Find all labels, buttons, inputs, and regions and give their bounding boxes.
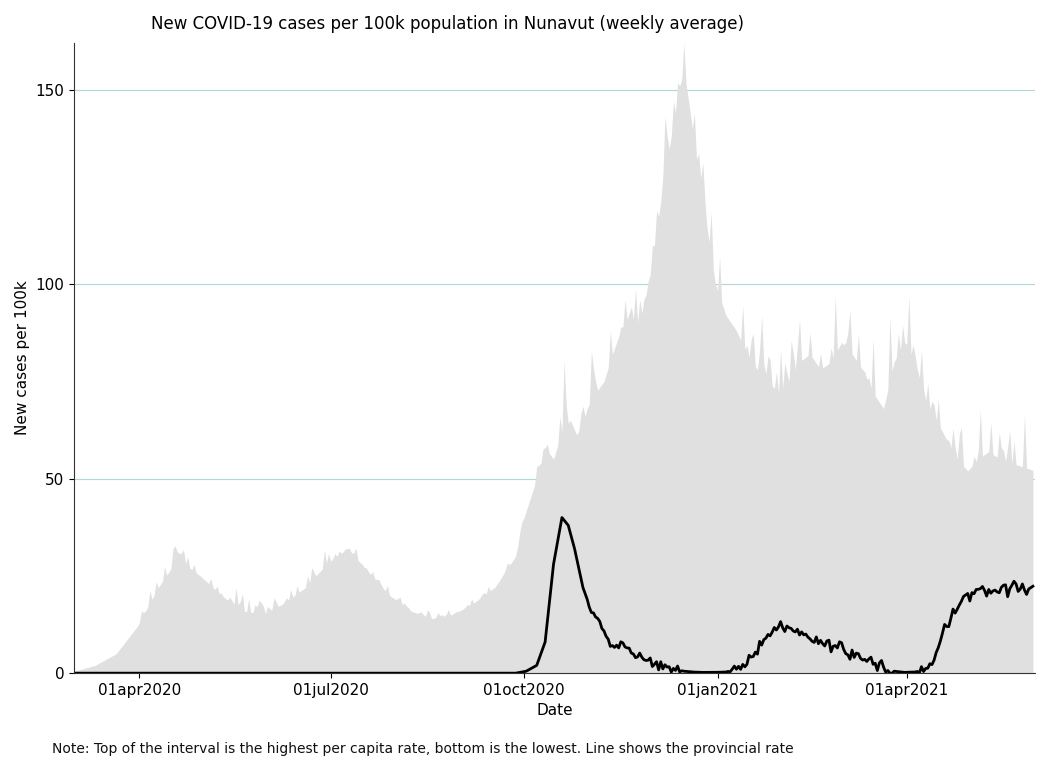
Y-axis label: New cases per 100k: New cases per 100k — [15, 280, 30, 435]
Text: New COVID-19 cases per 100k population in Nunavut (weekly average): New COVID-19 cases per 100k population i… — [151, 15, 744, 33]
X-axis label: Date: Date — [537, 704, 573, 718]
Text: Note: Top of the interval is the highest per capita rate, bottom is the lowest. : Note: Top of the interval is the highest… — [52, 743, 794, 756]
